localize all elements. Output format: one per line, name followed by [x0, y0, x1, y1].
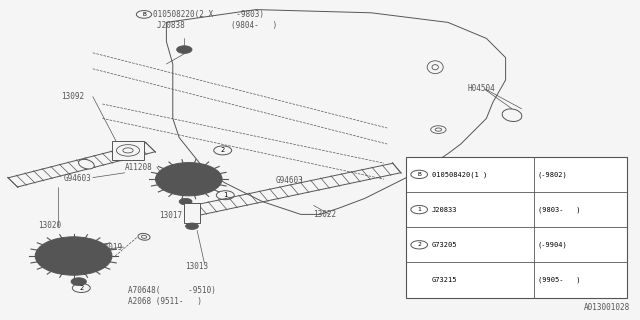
Text: 13017: 13017	[159, 212, 182, 220]
Ellipse shape	[502, 109, 522, 122]
Text: A11208: A11208	[125, 163, 152, 172]
Text: B: B	[417, 172, 421, 177]
Text: A11208: A11208	[38, 247, 66, 256]
Text: 13013: 13013	[186, 262, 209, 271]
Ellipse shape	[79, 159, 94, 169]
Text: J20838          (9804-   ): J20838 (9804- )	[157, 21, 277, 30]
Text: 2: 2	[417, 242, 421, 247]
Text: G94603: G94603	[275, 176, 303, 185]
FancyBboxPatch shape	[112, 141, 144, 160]
Text: J20833: J20833	[432, 207, 458, 212]
Text: A70648(      -9510): A70648( -9510)	[128, 286, 216, 295]
Text: 13092: 13092	[61, 92, 84, 101]
Text: 2: 2	[79, 285, 83, 291]
Text: (9803-   ): (9803- )	[538, 206, 580, 213]
Text: 1: 1	[417, 207, 421, 212]
Text: 13020: 13020	[38, 221, 61, 230]
Text: B: B	[142, 12, 146, 17]
Text: H04504: H04504	[467, 84, 495, 93]
Text: A013001028: A013001028	[584, 303, 630, 312]
Text: (-9904): (-9904)	[538, 242, 568, 248]
Text: 13019: 13019	[99, 243, 122, 252]
Text: (-9802): (-9802)	[538, 171, 568, 178]
Circle shape	[156, 163, 222, 196]
Text: 2: 2	[221, 148, 225, 153]
Polygon shape	[406, 157, 627, 298]
Text: G73215: G73215	[432, 277, 458, 283]
Text: G73205: G73205	[432, 242, 458, 248]
Circle shape	[71, 278, 86, 285]
Text: 13022: 13022	[314, 210, 337, 219]
Circle shape	[35, 237, 112, 275]
Text: 1: 1	[223, 192, 227, 198]
Text: 010508420(1 ): 010508420(1 )	[432, 171, 487, 178]
Circle shape	[186, 223, 198, 229]
Ellipse shape	[138, 233, 150, 240]
Text: A2068 (9511-   ): A2068 (9511- )	[128, 297, 202, 306]
Text: 010508220(2 X     -9803): 010508220(2 X -9803)	[153, 10, 264, 19]
Text: (9905-   ): (9905- )	[538, 277, 580, 283]
FancyBboxPatch shape	[184, 203, 200, 223]
Circle shape	[179, 198, 192, 205]
Circle shape	[177, 46, 192, 53]
Text: G94603: G94603	[64, 174, 92, 183]
